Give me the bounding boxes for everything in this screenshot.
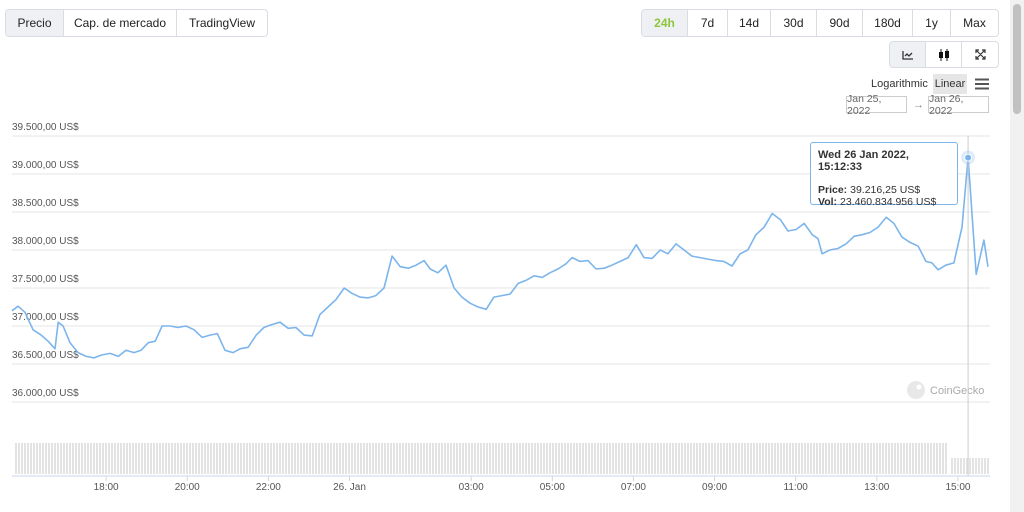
line-icon [901, 50, 913, 60]
x-tick-label: 11:00 [784, 482, 809, 493]
date-separator: → [913, 99, 924, 111]
fullscreen-icon [974, 49, 986, 60]
hover-marker [964, 153, 973, 162]
y-tick-label: 37.000,00 US$ [12, 312, 79, 323]
tooltip-value: 39.216,25 US$ [850, 184, 921, 196]
line-mode-button[interactable] [890, 42, 926, 67]
tooltip-value: 23.460.834.956 US$ [839, 196, 937, 208]
x-tick-label: 22:00 [256, 482, 281, 493]
watermark: CoinGecko [907, 381, 984, 399]
y-tick-label: 38.500,00 US$ [12, 198, 79, 209]
range-button[interactable]: 30d [771, 10, 817, 36]
candle-mode-button[interactable] [926, 42, 962, 67]
y-tick-label: 39.000,00 US$ [12, 160, 79, 171]
chart-mode-group [889, 41, 999, 68]
x-tick-label: 13:00 [864, 482, 889, 493]
x-tick-label: 15:00 [945, 482, 970, 493]
x-tick-label: 18:00 [94, 482, 119, 493]
menu-icon[interactable] [975, 78, 989, 90]
x-tick-label: 05:00 [540, 482, 565, 493]
range-button[interactable]: Max [963, 16, 986, 30]
tab[interactable]: Precio [6, 10, 64, 36]
x-tick-label: 03:00 [459, 482, 484, 493]
tab[interactable]: TradingView [188, 16, 256, 30]
fullscreen-button[interactable] [962, 42, 998, 67]
scrollbar[interactable] [1010, 0, 1024, 512]
range-button[interactable]: 90d [817, 10, 863, 36]
x-tick-label: 09:00 [702, 482, 727, 493]
scrollbar-thumb[interactable] [1013, 4, 1021, 114]
y-tick-label: 36.000,00 US$ [12, 388, 79, 399]
x-tick-label: 07:00 [621, 482, 646, 493]
tab[interactable]: Cap. de mercado [64, 10, 177, 36]
range-button[interactable]: 1y [913, 10, 951, 36]
candle-icon [938, 48, 949, 61]
tooltip-row: Vol: 23.460.834.956 US$ [818, 196, 950, 208]
range-button[interactable]: 7d [688, 10, 728, 36]
tooltip: Wed 26 Jan 2022, 15:12:33 Price: 39.216,… [810, 142, 958, 208]
y-tick-label: 37.500,00 US$ [12, 274, 79, 285]
tooltip-label: Price: [818, 184, 848, 196]
scale-option[interactable]: Logarithmic [871, 78, 928, 90]
range-group: 24h 7d 14d 30d 90d 180d 1y Max [641, 9, 999, 37]
tooltip-row: Price: 39.216,25 US$ [818, 184, 950, 196]
y-tick-label: 36.500,00 US$ [12, 350, 79, 361]
range-button[interactable]: 180d [863, 10, 913, 36]
tab-group: Precio Cap. de mercado TradingView [5, 9, 268, 37]
range-button[interactable]: 24h [642, 10, 688, 36]
x-tick-label: 20:00 [175, 482, 200, 493]
grid [12, 135, 990, 403]
y-tick-label: 38.000,00 US$ [12, 236, 79, 247]
volume-bars [950, 458, 990, 474]
x-tick-label: 26. Jan [333, 482, 366, 493]
tooltip-title: Wed 26 Jan 2022, 15:12:33 [818, 149, 909, 173]
tooltip-label: Vol: [818, 196, 838, 208]
watermark-text: CoinGecko [930, 385, 984, 397]
price-line [11, 156, 989, 359]
scale-option-active[interactable]: Linear [933, 74, 967, 94]
y-tick-label: 39.500,00 US$ [12, 122, 79, 133]
volume-bars [14, 443, 948, 474]
range-button[interactable]: 14d [728, 10, 771, 36]
